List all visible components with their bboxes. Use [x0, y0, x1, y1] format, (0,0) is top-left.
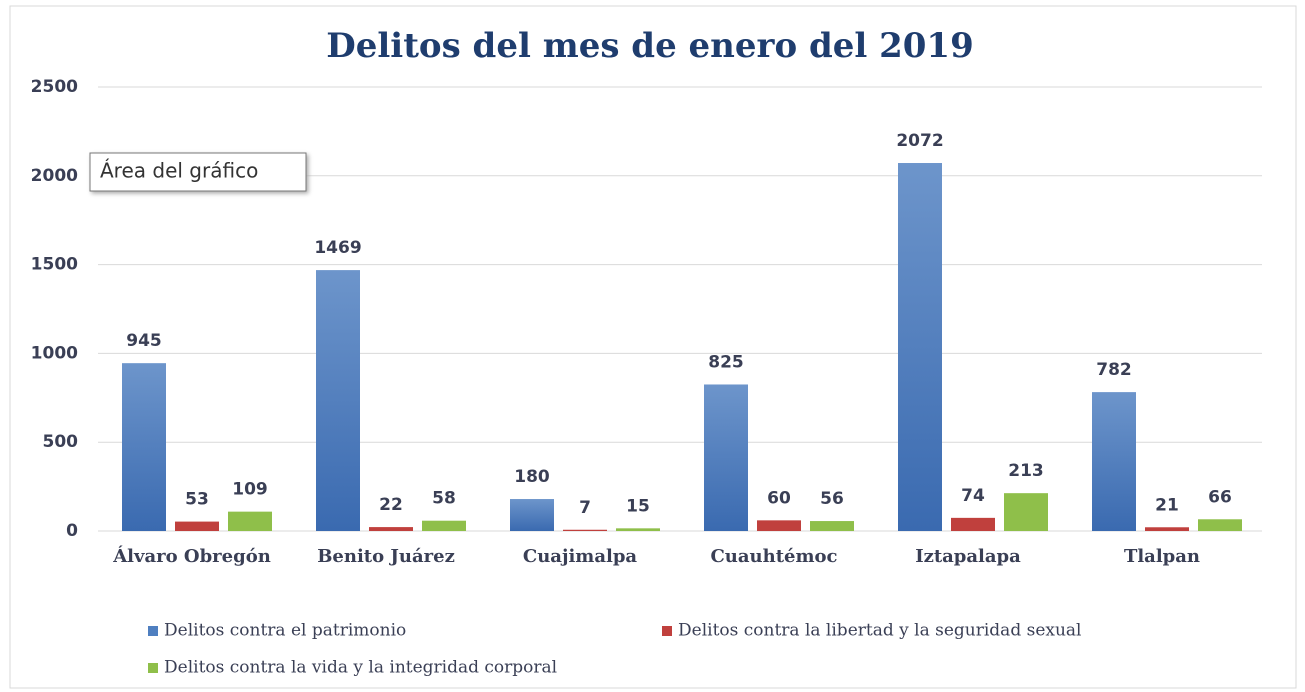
- x-tick-label: Iztapalapa: [915, 546, 1021, 567]
- bar: [175, 521, 219, 531]
- bar: [704, 384, 748, 531]
- data-label: 2072: [896, 131, 943, 151]
- legend-swatch: [662, 626, 672, 636]
- bar: [122, 363, 166, 531]
- data-label: 21: [1155, 495, 1179, 515]
- bar: [1145, 527, 1189, 531]
- legend-label: Delitos contra el patrimonio: [164, 621, 406, 641]
- bar: [1092, 392, 1136, 531]
- data-label: 60: [767, 488, 791, 508]
- legend-label: Delitos contra la libertad y la segurida…: [678, 621, 1082, 641]
- legend-swatch: [148, 626, 158, 636]
- data-label: 825: [708, 352, 744, 372]
- data-label: 15: [626, 496, 650, 516]
- y-tick-label: 0: [66, 521, 78, 541]
- x-tick-label: Álvaro Obregón: [112, 544, 271, 567]
- data-label: 58: [432, 489, 456, 509]
- data-label: 180: [514, 467, 550, 487]
- data-label: 782: [1096, 360, 1132, 380]
- tooltip-box: [89, 152, 307, 192]
- chart-border: [9, 5, 1297, 689]
- bar: [951, 517, 995, 531]
- bar: [1004, 493, 1048, 531]
- bar: [422, 520, 466, 531]
- y-tick-label: 2500: [31, 77, 78, 97]
- data-label: 945: [126, 331, 162, 351]
- bar: [316, 270, 360, 531]
- bar: [369, 527, 413, 531]
- chart-title: Delitos del mes de enero del 2019: [326, 26, 974, 66]
- bar: [228, 511, 272, 531]
- data-label: 74: [961, 486, 985, 506]
- data-label: 66: [1208, 487, 1232, 507]
- y-tick-label: 2000: [31, 166, 78, 186]
- y-tick-label: 1000: [31, 343, 78, 363]
- data-label: 213: [1008, 461, 1044, 481]
- bar: [757, 520, 801, 531]
- y-tick-label: 500: [43, 432, 79, 452]
- data-label: 109: [232, 480, 268, 500]
- legend-label: Delitos contra la vida y la integridad c…: [164, 658, 557, 678]
- x-tick-label: Cuajimalpa: [523, 546, 638, 567]
- x-tick-label: Cuauhtémoc: [710, 546, 837, 567]
- x-tick-label: Benito Juárez: [317, 546, 455, 567]
- bar: [810, 521, 854, 531]
- legend-swatch: [148, 663, 158, 673]
- bar: [1198, 519, 1242, 531]
- tooltip: Área del gráfico: [100, 159, 258, 183]
- data-label: 1469: [314, 238, 361, 258]
- bar: [898, 163, 942, 531]
- data-label: 22: [379, 495, 403, 515]
- bar: [616, 528, 660, 531]
- bar: [563, 529, 607, 531]
- y-tick-label: 1500: [31, 255, 78, 275]
- data-label: 53: [185, 490, 209, 510]
- data-label: 56: [820, 489, 844, 509]
- data-label: 7: [579, 498, 591, 518]
- bar: [510, 499, 554, 531]
- x-tick-label: Tlalpan: [1124, 546, 1200, 567]
